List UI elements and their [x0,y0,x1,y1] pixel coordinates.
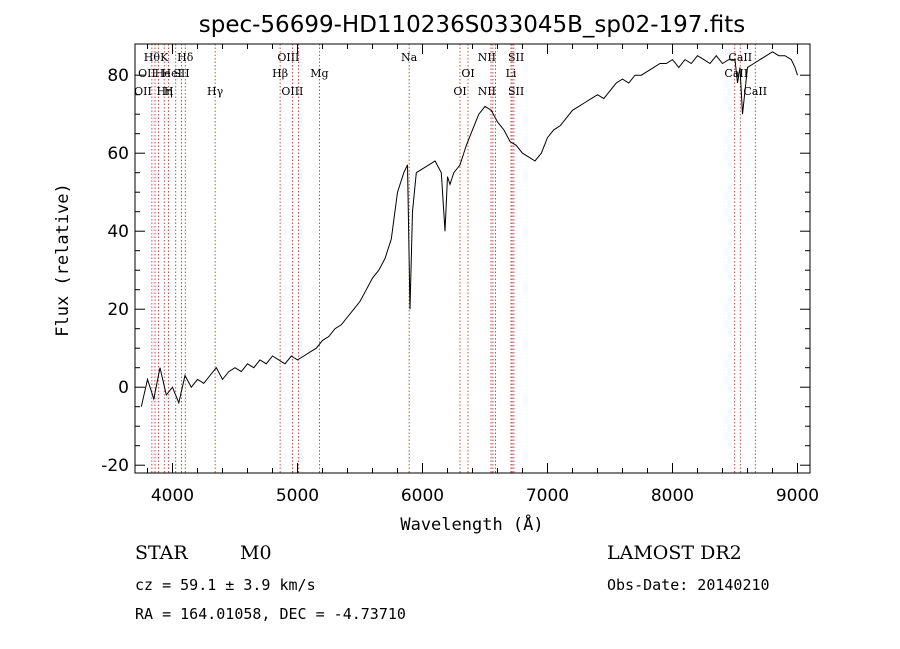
line-marker-label: K [160,51,169,64]
redshift-readout: cz = 59.1 ± 3.9 km/s [135,576,316,594]
x-axis-ticks: 4000 5000 6000 7000 8000 9000 [147,44,819,506]
line-marker-label: SII [508,51,524,64]
object-subclass: M0 [240,542,272,564]
plot-frame [134,43,811,474]
coordinates-readout: RA = 164.01058, DEC = -4.73710 [135,605,406,623]
observation-date: Obs-Date: 20140210 [607,576,770,594]
line-marker-label: H [164,85,174,98]
chart-title: spec-56699-HD110236S033045B_sp02-197.fit… [199,12,745,38]
y-tick-label: 20 [107,300,129,320]
x-tick-label: 7000 [526,486,569,506]
line-marker-label: Na [401,51,418,64]
line-marker-label: SII [173,67,189,80]
line-marker-label: Mg [310,67,328,80]
line-marker-label: NII [478,51,496,64]
spectrum-line [140,51,798,407]
line-marker-label: OII [138,67,156,80]
line-marker-label: OII [134,85,152,98]
line-marker-label: HeI [162,67,182,80]
y-tick-label: 0 [118,378,129,398]
line-marker-label: CaII [743,85,767,98]
y-tick-label: 60 [107,144,129,164]
y-axis-label: Flux (relative) [53,183,73,337]
line-marker-label: Hγ [207,85,224,98]
y-axis-ticks: -20 0 20 40 60 80 [101,66,810,476]
line-marker-label: NII [478,85,496,98]
x-tick-label: 8000 [651,486,694,506]
line-marker-label: OI [453,85,466,98]
line-marker-label: SII [508,85,524,98]
x-axis-label: Wavelength (Å) [400,513,543,535]
x-tick-label: 5000 [276,486,319,506]
y-tick-label: 40 [107,222,129,242]
line-marker-label: He [155,67,171,80]
x-tick-label: 4000 [151,486,194,506]
line-marker-label: OI [461,67,474,80]
y-tick-label: 80 [107,66,129,86]
line-marker-label: OIII [281,85,303,98]
line-marker-label: Hβ [272,67,288,80]
object-class: STAR [135,542,188,564]
survey-name: LAMOST DR2 [607,542,742,564]
line-marker-label: Hη [157,85,173,98]
spectral-line-markers [151,44,756,473]
line-marker-label: OIII [277,51,299,64]
line-marker-label: Li [506,67,517,80]
line-marker-label: Hθ [144,51,161,64]
line-marker-label: Hδ [177,51,194,64]
y-tick-label: -20 [101,456,129,476]
x-tick-label: 6000 [401,486,444,506]
x-tick-label: 9000 [776,486,819,506]
line-marker-label: CaII [728,51,752,64]
